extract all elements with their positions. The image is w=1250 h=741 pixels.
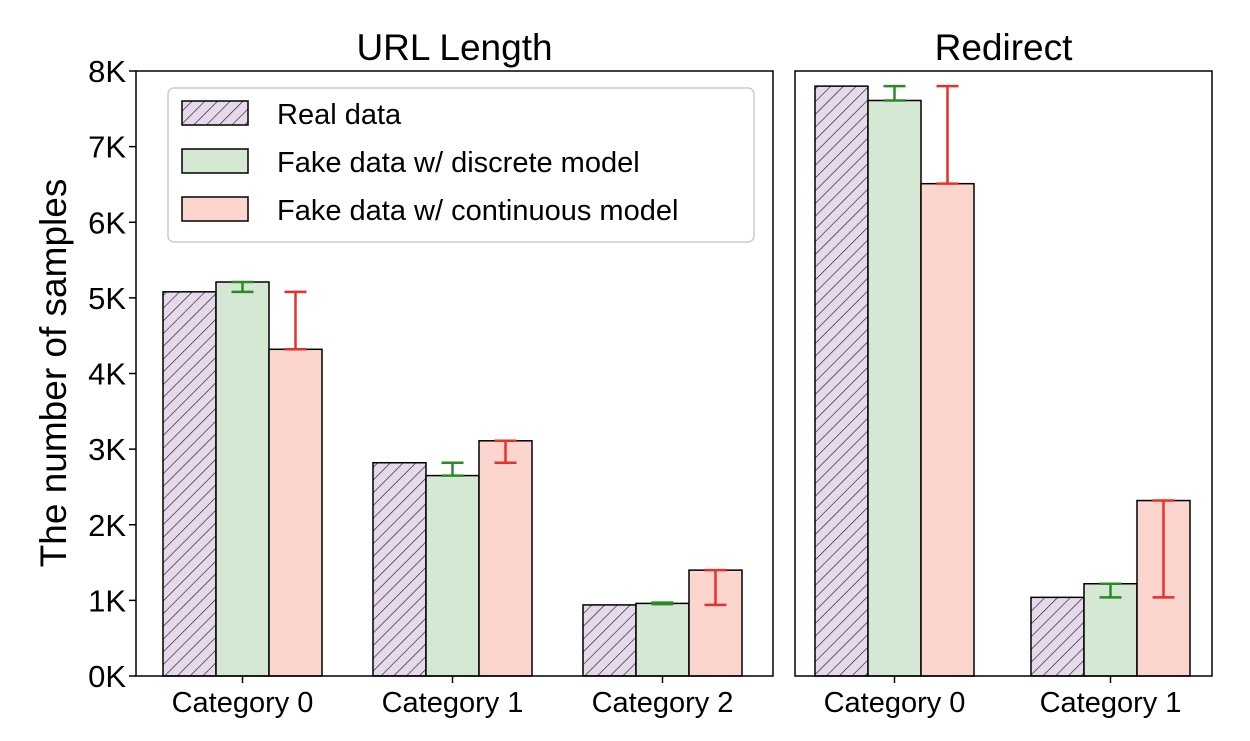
legend-swatch-continuous <box>181 196 249 222</box>
errorbar-panel0-cat2-discrete <box>651 601 674 606</box>
bar-panel1-cat1-discrete <box>1083 582 1138 677</box>
legend-label-continuous: Fake data w/ continuous model <box>277 195 678 227</box>
bar-panel0-cat2-discrete <box>635 602 690 677</box>
errorbar-panel0-cat0-discrete <box>231 280 254 294</box>
bar-panel0-cat0-discrete <box>215 281 270 677</box>
x-tick-label-panel1-1: Category 1 <box>1040 687 1182 719</box>
y-tick-label-6: 6K <box>88 205 126 240</box>
x-tick-label-panel0-1: Category 1 <box>382 687 524 719</box>
bar-panel0-cat1-real <box>372 461 427 677</box>
bar-panel0-cat1-discrete <box>425 474 480 677</box>
legend-label-discrete: Fake data w/ discrete model <box>277 147 640 179</box>
errorbar-panel1-cat1-discrete <box>1099 582 1122 599</box>
panel-title-0: URL Length <box>356 27 552 68</box>
bar-panel1-cat0-real <box>814 85 869 677</box>
errorbar-panel0-cat1-continuous <box>494 439 517 464</box>
bar-panel0-cat1-continuous <box>478 440 533 677</box>
legend-swatch-real <box>181 100 249 126</box>
x-tick-label-panel0-2: Category 2 <box>592 687 734 719</box>
bar-panel1-cat0-continuous <box>920 182 975 677</box>
y-tick-label-8: 8K <box>88 54 126 89</box>
axes-frame-panel1 <box>794 70 1213 677</box>
bar-panel1-cat0-discrete <box>867 99 922 677</box>
bar-panel0-cat0-real <box>162 291 217 677</box>
errorbar-panel0-cat1-discrete <box>441 461 464 477</box>
errorbar-panel0-cat0-continuous <box>284 290 307 351</box>
y-tick-label-3: 3K <box>88 432 126 467</box>
y-tick-label-4: 4K <box>88 357 126 392</box>
legend-frame <box>167 87 755 243</box>
bar-panel0-cat0-continuous <box>268 348 323 677</box>
y-tick-label-0: 0K <box>88 659 126 694</box>
errorbar-panel0-cat2-continuous <box>704 568 727 607</box>
legend-label-real: Real data <box>277 99 402 131</box>
legend-swatch-discrete <box>181 148 249 174</box>
x-tick-label-panel1-0: Category 0 <box>824 687 966 719</box>
errorbar-panel1-cat0-discrete <box>883 84 906 102</box>
y-tick-label-1: 1K <box>88 583 126 618</box>
x-tick-label-panel0-0: Category 0 <box>172 687 314 719</box>
y-tick-label-5: 5K <box>88 281 126 316</box>
bar-panel0-cat2-real <box>582 604 637 677</box>
y-tick-label-2: 2K <box>88 508 126 543</box>
y-tick-label-7: 7K <box>88 130 126 165</box>
panel-title-1: Redirect <box>935 27 1073 68</box>
y-axis-label: The number of samples <box>33 179 74 568</box>
errorbar-panel1-cat0-continuous <box>936 84 959 185</box>
errorbar-panel1-cat1-continuous <box>1152 499 1175 599</box>
bar-panel1-cat1-real <box>1030 596 1085 677</box>
legend: Real data Fake data w/ discrete model Fake… <box>167 87 755 243</box>
